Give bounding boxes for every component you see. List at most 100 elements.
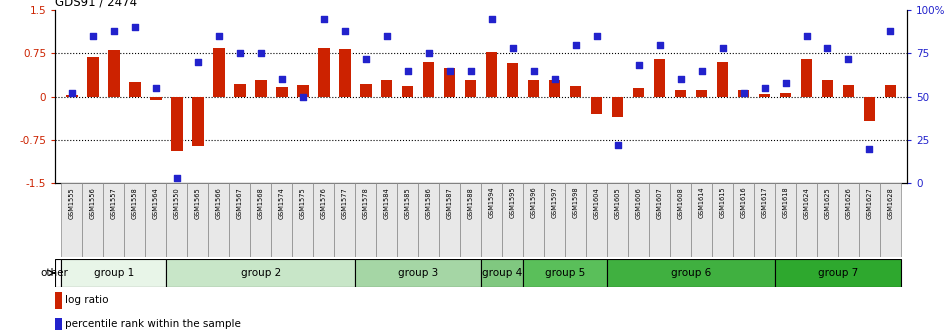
Point	[883, 28, 898, 34]
Point	[631, 63, 646, 68]
Text: GSM1625: GSM1625	[825, 187, 830, 218]
Text: GSM1588: GSM1588	[467, 187, 474, 218]
Bar	[334, 183, 355, 257]
Bar	[843, 85, 854, 97]
Bar	[796, 183, 817, 257]
Bar	[150, 97, 162, 100]
Bar	[62, 259, 166, 287]
Bar	[124, 183, 145, 257]
Bar	[55, 292, 62, 308]
Point	[106, 28, 122, 34]
Point	[715, 45, 731, 51]
Text: percentile rank within the sample: percentile rank within the sample	[66, 319, 241, 329]
Bar	[759, 94, 770, 97]
Text: GSM1614: GSM1614	[698, 187, 705, 218]
Bar	[717, 62, 729, 97]
Text: GSM1605: GSM1605	[615, 187, 620, 218]
Bar	[297, 85, 309, 97]
Bar	[272, 183, 293, 257]
Bar	[423, 62, 434, 97]
Point	[652, 42, 667, 47]
Point	[232, 51, 247, 56]
Bar	[276, 87, 288, 97]
Text: GSM1615: GSM1615	[719, 187, 726, 218]
Bar	[503, 183, 523, 257]
Point	[820, 45, 835, 51]
Bar	[670, 183, 691, 257]
Bar	[528, 80, 540, 97]
Bar	[880, 183, 901, 257]
Bar	[523, 183, 544, 257]
Bar	[801, 59, 812, 97]
Point	[127, 25, 142, 30]
Point	[316, 16, 332, 22]
Point	[463, 68, 478, 73]
Text: GSM1624: GSM1624	[804, 187, 809, 218]
Bar	[318, 48, 330, 97]
Point	[421, 51, 436, 56]
Bar	[314, 183, 334, 257]
Point	[547, 77, 562, 82]
Bar	[591, 97, 602, 114]
Bar	[570, 86, 581, 97]
Point	[610, 142, 625, 148]
Text: GSM1556: GSM1556	[90, 187, 96, 218]
Bar	[213, 48, 224, 97]
Point	[799, 33, 814, 39]
Text: group 6: group 6	[671, 268, 712, 278]
Text: GSM1604: GSM1604	[594, 187, 599, 218]
Point	[484, 16, 500, 22]
Text: GSM1586: GSM1586	[426, 187, 431, 218]
Bar	[55, 318, 62, 331]
Bar	[444, 68, 455, 97]
Bar	[192, 97, 203, 145]
Bar	[171, 97, 182, 152]
Bar	[565, 183, 586, 257]
Bar	[460, 183, 482, 257]
Bar	[418, 183, 439, 257]
Point	[254, 51, 269, 56]
Text: GSM1566: GSM1566	[216, 187, 221, 218]
Bar	[355, 259, 482, 287]
Bar	[83, 183, 104, 257]
Text: GSM1597: GSM1597	[552, 187, 558, 218]
Bar	[397, 183, 418, 257]
Point	[337, 28, 352, 34]
Bar	[864, 97, 875, 121]
Bar	[780, 93, 791, 97]
Bar	[733, 183, 754, 257]
Bar	[104, 183, 124, 257]
Text: other: other	[41, 268, 68, 278]
Bar	[654, 59, 665, 97]
Point	[862, 146, 877, 151]
Text: GSM1595: GSM1595	[509, 187, 516, 218]
Text: GSM1567: GSM1567	[237, 187, 243, 218]
Bar	[293, 183, 314, 257]
Bar	[234, 84, 245, 97]
Point	[673, 77, 688, 82]
Bar	[62, 183, 83, 257]
Bar	[145, 183, 166, 257]
Bar	[649, 183, 670, 257]
Text: GSM1574: GSM1574	[278, 187, 285, 218]
Text: group 2: group 2	[240, 268, 281, 278]
Text: group 4: group 4	[482, 268, 523, 278]
Bar	[607, 259, 775, 287]
Bar	[355, 183, 376, 257]
Bar	[712, 183, 733, 257]
Bar	[485, 52, 498, 97]
Point	[736, 90, 751, 96]
Point	[505, 45, 521, 51]
Bar	[482, 259, 523, 287]
Bar	[360, 84, 371, 97]
Bar	[439, 183, 460, 257]
Bar	[695, 90, 708, 97]
Text: GSM1578: GSM1578	[363, 187, 369, 218]
Bar	[544, 183, 565, 257]
Bar	[738, 90, 750, 97]
Point	[379, 33, 394, 39]
Text: GSM1550: GSM1550	[174, 187, 180, 218]
Bar	[523, 259, 607, 287]
Point	[169, 175, 184, 181]
Text: GSM1608: GSM1608	[677, 187, 684, 218]
